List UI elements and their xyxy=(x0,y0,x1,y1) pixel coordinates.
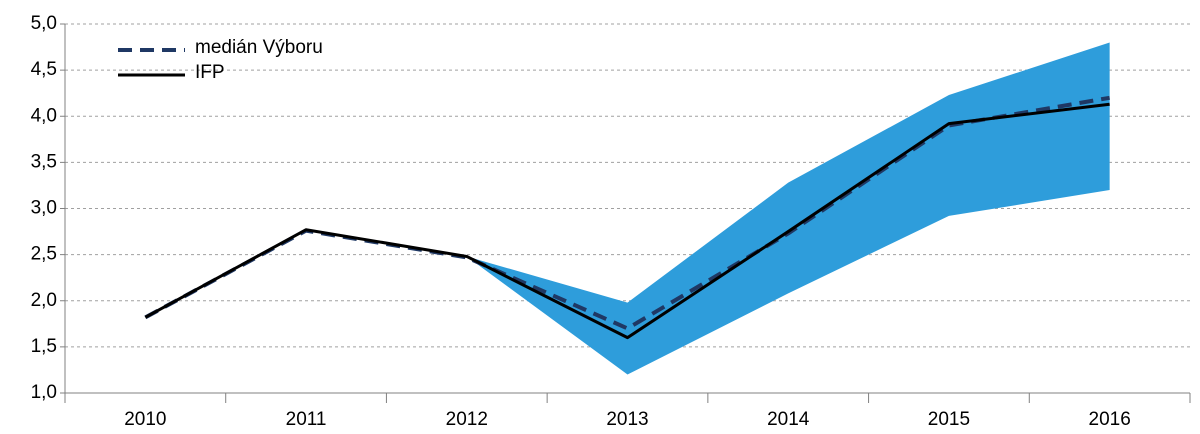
y-tick-label: 3,5 xyxy=(31,151,57,172)
x-tick-label: 2013 xyxy=(606,409,648,430)
x-tick-label: 2011 xyxy=(286,409,327,430)
range-band xyxy=(466,42,1110,375)
y-tick-label: 2,5 xyxy=(31,244,57,265)
x-tick-label: 2014 xyxy=(767,409,810,430)
y-tick-label: 1,5 xyxy=(31,336,57,357)
y-tick-label: 2,0 xyxy=(31,290,57,311)
y-tick-label: 3,0 xyxy=(31,198,57,219)
x-tick-label: 2016 xyxy=(1089,409,1131,430)
x-tick-label: 2015 xyxy=(928,409,970,430)
x-tick-label: 2012 xyxy=(446,409,488,430)
x-tick-label: 2010 xyxy=(124,409,166,430)
legend-label: IFP xyxy=(195,62,225,83)
legend-label: medián Výboru xyxy=(195,37,323,58)
line-series xyxy=(144,102,1110,340)
y-tick-label: 1,0 xyxy=(31,382,57,403)
y-tick-label: 4,5 xyxy=(31,59,57,80)
y-tick-label: 4,0 xyxy=(31,105,57,126)
y-tick-label: 5,0 xyxy=(31,13,57,34)
